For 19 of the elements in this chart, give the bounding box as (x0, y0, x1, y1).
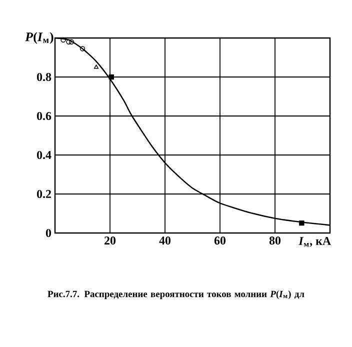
x-tick-label: 60 (214, 236, 226, 245)
x-tick-label: 20 (104, 236, 116, 245)
point (60, 37, 66, 43)
x-tick-label: 80 (269, 236, 281, 245)
x-tick-label: 40 (159, 236, 171, 245)
y-tick-label: 0.2 (36, 190, 51, 198)
y-tick-label: 0.8 (36, 72, 52, 82)
point (66, 39, 72, 44)
y-tick-label: 0.4 (36, 150, 52, 160)
point (68, 39, 74, 44)
y-axis-title: P(I$_{м}$) (25, 32, 54, 44)
text: Рис.7.7. Распределение вероятности токов молнии P(I$_{м}$) дл (48, 290, 304, 300)
y-tick-label: 0.6 (36, 112, 52, 120)
x-axis-title: I$_{м}$, кА (298, 237, 331, 247)
y-tick-label: 0 (46, 228, 52, 238)
point (80, 46, 86, 52)
point (299, 220, 304, 226)
point (108, 74, 114, 80)
point (94, 64, 99, 69)
